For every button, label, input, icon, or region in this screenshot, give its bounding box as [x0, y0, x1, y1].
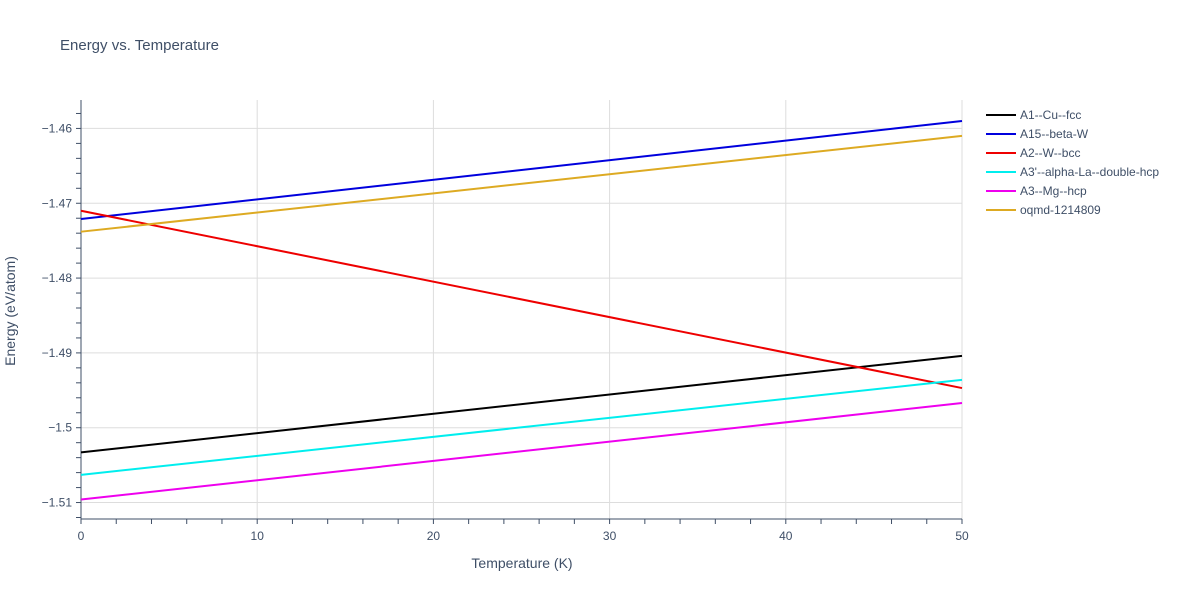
legend[interactable]: A1--Cu--fcc A15--beta-W A2--W--bcc A3'--alp…	[986, 108, 1159, 217]
series-lines	[80, 119, 963, 501]
y-tick-label: −1.51	[42, 496, 73, 510]
legend-entry-label[interactable]: A3'--alpha-La--double-hcp	[1020, 165, 1159, 179]
legend-entry-label[interactable]: A15--beta-W	[1020, 127, 1089, 141]
y-axis-title: Energy (eV/atom)	[2, 256, 18, 366]
y-tick-label: −1.5	[48, 421, 72, 435]
series-line	[80, 134, 963, 233]
y-tick-label: −1.49	[42, 346, 73, 360]
x-tick-label: 30	[603, 529, 617, 543]
chart-title: Energy vs. Temperature	[60, 37, 219, 54]
x-tick-label: 20	[427, 529, 441, 543]
x-tick-label: 50	[955, 529, 969, 543]
y-tick-label: −1.47	[42, 196, 73, 210]
series-line	[80, 402, 963, 501]
axes: 0 10 20 30 40 50 −1.46 −1.47 −1.48 −1.49 −1.5 −1.51	[42, 100, 969, 543]
series-line	[80, 119, 963, 220]
legend-entry-label[interactable]: A2--W--bcc	[1020, 146, 1080, 160]
x-axis-title: Temperature (K)	[471, 555, 572, 571]
y-tick-label: −1.46	[42, 121, 73, 135]
series-line	[80, 354, 963, 454]
x-tick-label: 10	[251, 529, 265, 543]
x-tick-label: 0	[78, 529, 85, 543]
y-tick-label: −1.48	[42, 271, 73, 285]
grid	[81, 100, 963, 519]
legend-entry-label[interactable]: A3--Mg--hcp	[1020, 184, 1087, 198]
legend-entry-label[interactable]: oqmd-1214809	[1020, 203, 1101, 217]
legend-entry-label[interactable]: A1--Cu--fcc	[1020, 108, 1081, 122]
x-tick-label: 40	[779, 529, 793, 543]
series-line	[80, 378, 963, 476]
series-line	[80, 209, 963, 390]
